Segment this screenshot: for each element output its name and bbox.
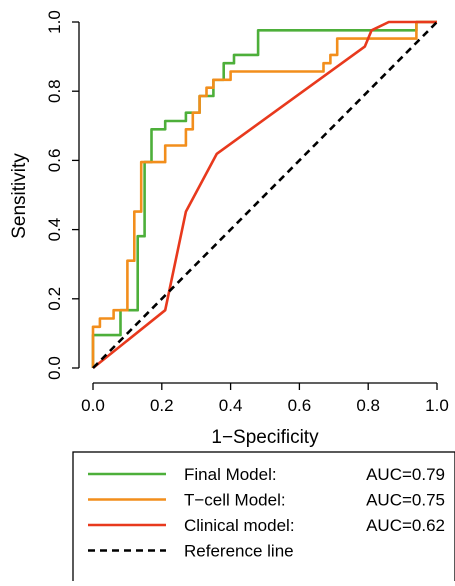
plot-lines [91,20,438,370]
y-tick-label: 1.0 [45,10,64,34]
series-line-clinical-model [92,20,437,370]
legend-box [72,451,455,586]
axis-labels: 1−Specificity Sensitivity [9,153,319,448]
legend-auc-value: AUC=0.79 [366,465,445,484]
series-line-final-model [91,20,437,368]
x-tick-label: 1.0 [425,396,449,415]
series-line-t-cell-model [91,20,437,368]
legend-label: T−cell Model: [184,491,286,510]
y-tick-label: 0.8 [45,79,64,103]
y-tick-label: 0.2 [45,287,64,311]
x-tick-label: 0.6 [288,396,312,415]
legend-label: Reference line [184,542,294,561]
x-axis-title: 1−Specificity [211,427,319,448]
series-line-reference-line [92,21,438,369]
x-tick-label: 0.8 [356,396,380,415]
legend-auc-value: AUC=0.62 [366,516,445,535]
x-tick-label: 0.4 [219,396,243,415]
y-axis-title: Sensitivity [9,153,30,239]
axes: 0.0 0.2 0.4 0.6 0.8 1.0 0.0 0.2 0.4 0.6 0.8 1.0 [45,10,449,415]
legend-label: Clinical model: [184,516,295,535]
y-tick-label: 0.0 [45,356,64,380]
legend-auc-value: AUC=0.75 [366,491,445,510]
legend: Final Model: AUC=0.79 T−cell Model: AUC=0.7… [72,451,455,586]
legend-label: Final Model: [184,465,277,484]
y-tick-label: 0.6 [45,149,64,173]
x-tick-label: 0.0 [81,396,105,415]
x-tick-label: 0.2 [150,396,174,415]
y-tick-label: 0.4 [45,218,64,242]
